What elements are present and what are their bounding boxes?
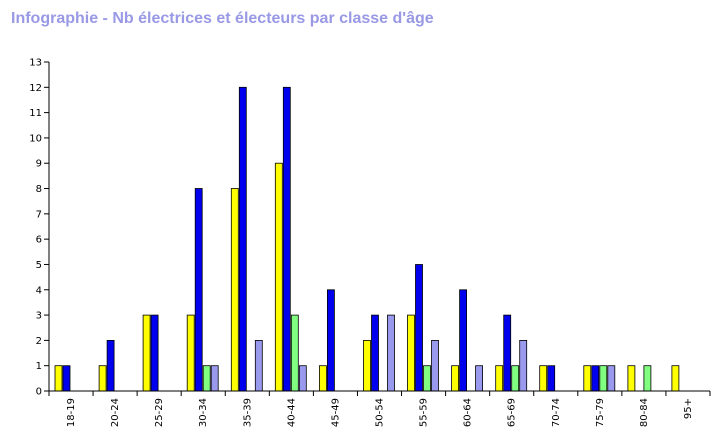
bar-75-79-s2 [591, 365, 600, 392]
bar-70-74-s1 [539, 365, 548, 392]
bar-35-39-s1 [230, 188, 239, 392]
y-tick-label-2: 2 [36, 336, 42, 347]
bar-18-19-s1 [54, 365, 63, 392]
bar-30-34-s4 [210, 365, 219, 392]
bar-55-59-s2 [415, 264, 423, 392]
chart-title: Infographie - Nb électrices et électeurs… [11, 10, 434, 27]
bar-45-49-s1 [318, 365, 327, 392]
bar-25-29-s1 [142, 314, 151, 392]
y-tick-label-9: 9 [36, 159, 42, 170]
y-tick-label-0: 0 [36, 387, 42, 398]
x-tick-label-35-39: 35-39 [242, 398, 253, 427]
bar-65-69-s2 [503, 314, 512, 392]
x-tick-label-50-54: 50-54 [375, 398, 386, 427]
bar-65-69-s4 [519, 339, 528, 392]
y-tick-label-11: 11 [29, 108, 42, 119]
y-tick-label-5: 5 [36, 260, 42, 271]
bar-75-79-s3 [599, 365, 608, 392]
bar-65-69-s1 [495, 365, 504, 392]
x-tick-label-80-84: 80-84 [639, 398, 650, 427]
y-tick-label-8: 8 [36, 184, 42, 195]
bar-70-74-s2 [547, 365, 556, 392]
bar-60-64-s1 [451, 365, 460, 392]
y-tick-label-1: 1 [36, 361, 42, 372]
y-tick-label-7: 7 [36, 209, 42, 220]
x-tick-label-95+: 95+ [683, 398, 694, 419]
x-tick-label-75-79: 75-79 [595, 398, 606, 427]
bar-35-39-s2 [238, 86, 247, 392]
bar-40-44-s1 [274, 162, 283, 392]
x-tick-label-70-74: 70-74 [551, 398, 562, 427]
x-tick-label-30-34: 30-34 [198, 398, 209, 427]
bar-55-59-s1 [407, 314, 415, 392]
bar-95+-s1 [671, 365, 680, 392]
x-tick-label-65-69: 65-69 [507, 398, 518, 427]
bar-40-44-s4 [298, 365, 307, 392]
x-tick-label-18-19: 18-19 [66, 398, 77, 427]
bar-30-34-s1 [186, 314, 195, 392]
bar-20-24-s2 [106, 339, 115, 392]
bar-18-19-s2 [62, 365, 71, 392]
bar-65-69-s3 [511, 365, 520, 392]
y-tick-label-12: 12 [29, 83, 42, 94]
y-tick-label-3: 3 [36, 311, 42, 322]
bar-80-84-s1 [627, 365, 636, 392]
bar-40-44-s3 [290, 314, 299, 392]
bar-50-54-s1 [363, 339, 371, 392]
y-tick-label-13: 13 [29, 58, 42, 69]
bar-45-49-s2 [326, 289, 335, 392]
bar-60-64-s4 [475, 365, 484, 392]
bar-55-59-s3 [423, 365, 431, 392]
x-tick-label-25-29: 25-29 [154, 398, 165, 427]
bar-75-79-s1 [583, 365, 592, 392]
bar-50-54-s4 [387, 314, 395, 392]
bar-35-39-s4 [254, 339, 263, 392]
bar-20-24-s1 [98, 365, 107, 392]
bar-30-34-s3 [202, 365, 211, 392]
bar-55-59-s4 [431, 339, 439, 392]
y-tick-label-4: 4 [36, 285, 42, 296]
x-tick-label-40-44: 40-44 [286, 398, 297, 427]
bar-60-64-s2 [459, 289, 468, 392]
x-tick-label-20-24: 20-24 [110, 398, 121, 427]
bar-75-79-s4 [607, 365, 616, 392]
y-tick-label-10: 10 [29, 133, 42, 144]
bar-25-29-s2 [150, 314, 159, 392]
bar-80-84-s3 [643, 365, 652, 392]
x-tick-label-45-49: 45-49 [330, 398, 341, 427]
y-tick-label-6: 6 [36, 235, 42, 246]
x-tick-label-55-59: 55-59 [419, 398, 430, 427]
bars-layer [54, 86, 680, 392]
x-tick-label-60-64: 60-64 [463, 398, 474, 427]
bar-30-34-s2 [194, 188, 203, 392]
bar-40-44-s2 [282, 86, 291, 392]
bar-50-54-s2 [371, 314, 379, 392]
